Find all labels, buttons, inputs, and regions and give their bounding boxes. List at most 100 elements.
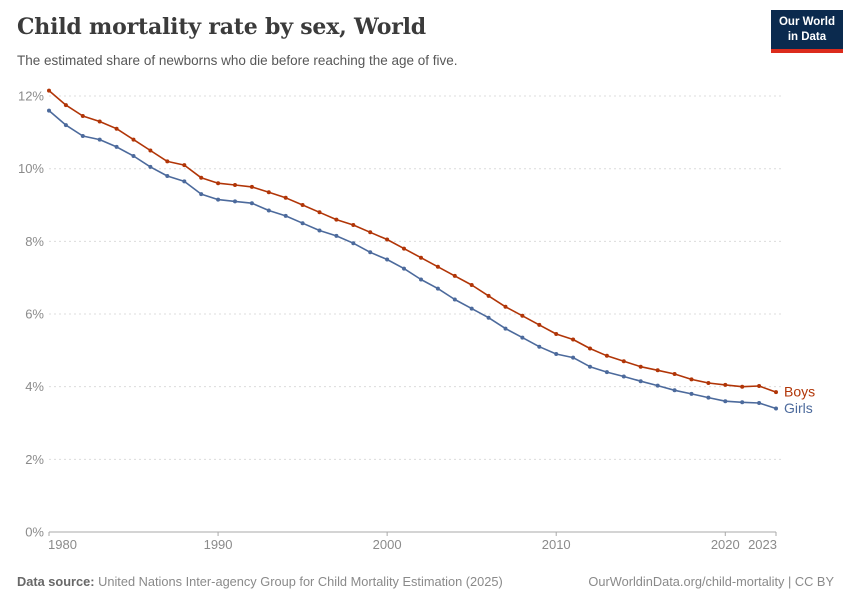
- boys-data-point[interactable]: [774, 390, 778, 395]
- boys-data-point[interactable]: [503, 304, 508, 309]
- boys-data-point[interactable]: [672, 372, 677, 376]
- girls-data-point[interactable]: [723, 399, 728, 404]
- girls-data-point[interactable]: [435, 286, 440, 291]
- boys-data-point[interactable]: [249, 184, 254, 189]
- boys-data-point[interactable]: [469, 283, 474, 287]
- boys-data-point[interactable]: [604, 353, 609, 358]
- boys-data-point[interactable]: [655, 368, 660, 373]
- boys-data-point[interactable]: [554, 332, 559, 336]
- x-axis-tick-label: 2010: [542, 537, 571, 552]
- boys-data-point[interactable]: [283, 195, 288, 200]
- girls-data-point[interactable]: [216, 197, 221, 202]
- y-axis-tick-label: 10%: [18, 161, 44, 176]
- girls-line[interactable]: [48, 109, 777, 410]
- boys-data-point[interactable]: [165, 159, 170, 164]
- boys-data-point[interactable]: [452, 273, 457, 278]
- boys-series-label[interactable]: Boys: [784, 384, 815, 400]
- boys-data-point[interactable]: [621, 359, 626, 364]
- boys-data-point[interactable]: [402, 246, 406, 251]
- girls-data-point[interactable]: [621, 374, 626, 379]
- boys-data-point[interactable]: [638, 364, 643, 369]
- girls-data-point[interactable]: [283, 213, 288, 218]
- girls-data-point[interactable]: [97, 137, 102, 142]
- girls-data-point[interactable]: [588, 364, 592, 369]
- boys-data-point[interactable]: [571, 337, 576, 342]
- girls-data-point[interactable]: [114, 144, 119, 149]
- boys-data-point[interactable]: [385, 237, 390, 242]
- girls-data-point[interactable]: [638, 379, 643, 384]
- boys-data-point[interactable]: [520, 313, 525, 318]
- x-axis-tick-label: 2020: [711, 537, 740, 552]
- girls-data-point[interactable]: [317, 228, 322, 233]
- girls-data-point[interactable]: [368, 250, 373, 255]
- girls-data-point[interactable]: [63, 123, 68, 128]
- girls-data-point[interactable]: [469, 306, 474, 311]
- boys-line[interactable]: [48, 89, 777, 393]
- girls-data-point[interactable]: [300, 221, 305, 226]
- boys-data-point[interactable]: [63, 103, 68, 108]
- boys-data-point[interactable]: [300, 203, 305, 207]
- license-link[interactable]: OurWorldinData.org/child-mortality | CC …: [588, 574, 834, 589]
- boys-data-point[interactable]: [486, 293, 491, 298]
- girls-data-point[interactable]: [706, 395, 711, 400]
- girls-data-point[interactable]: [131, 154, 136, 158]
- boys-data-point[interactable]: [723, 382, 728, 387]
- girls-data-point[interactable]: [520, 335, 525, 340]
- boys-data-point[interactable]: [266, 190, 271, 195]
- girls-data-point[interactable]: [182, 179, 187, 184]
- boys-data-point[interactable]: [537, 322, 542, 327]
- boys-data-point[interactable]: [317, 210, 322, 215]
- line-chart[interactable]: 0% 2% 4% 6% 8% 10% 12% 1980 1990 2000 2010 2020 2023…: [0, 80, 850, 572]
- boys-data-point[interactable]: [757, 384, 762, 388]
- boys-data-point[interactable]: [80, 114, 85, 118]
- owid-logo[interactable]: Our World in Data: [770, 10, 843, 53]
- girls-data-point[interactable]: [47, 108, 51, 113]
- boys-data-point[interactable]: [351, 223, 356, 227]
- x-axis-tick-label: 1990: [204, 537, 233, 552]
- girls-data-point[interactable]: [537, 344, 542, 349]
- girls-data-point[interactable]: [419, 277, 423, 282]
- boys-data-point[interactable]: [368, 230, 373, 235]
- girls-data-point[interactable]: [655, 383, 660, 388]
- girls-data-point[interactable]: [554, 352, 559, 356]
- girls-data-point[interactable]: [672, 388, 677, 393]
- boys-data-point[interactable]: [689, 377, 694, 382]
- girls-data-point[interactable]: [452, 297, 457, 302]
- girls-data-point[interactable]: [740, 400, 745, 405]
- boys-data-point[interactable]: [588, 346, 592, 351]
- boys-data-point[interactable]: [182, 163, 187, 168]
- boys-data-point[interactable]: [199, 175, 204, 180]
- boys-data-point[interactable]: [97, 119, 102, 124]
- girls-data-point[interactable]: [80, 134, 85, 138]
- girls-data-point[interactable]: [385, 257, 390, 262]
- girls-data-point[interactable]: [249, 201, 254, 206]
- girls-data-point[interactable]: [503, 326, 508, 331]
- boys-data-point[interactable]: [131, 137, 136, 142]
- boys-data-point[interactable]: [706, 381, 711, 385]
- boys-data-point[interactable]: [47, 88, 51, 93]
- girls-data-point[interactable]: [199, 192, 204, 197]
- boys-data-point[interactable]: [419, 255, 423, 260]
- girls-data-point[interactable]: [266, 208, 271, 213]
- x-axis-tick-label: 1980: [48, 537, 77, 552]
- girls-data-point[interactable]: [757, 401, 762, 405]
- boys-data-point[interactable]: [114, 126, 119, 131]
- girls-data-point[interactable]: [486, 315, 491, 320]
- girls-data-point[interactable]: [334, 233, 339, 238]
- girls-data-point[interactable]: [774, 406, 778, 411]
- boys-data-point[interactable]: [216, 181, 221, 186]
- girls-data-point[interactable]: [571, 355, 576, 360]
- girls-data-point[interactable]: [148, 164, 153, 169]
- girls-data-point[interactable]: [351, 241, 356, 246]
- girls-data-point[interactable]: [402, 266, 406, 271]
- boys-data-point[interactable]: [435, 264, 440, 269]
- boys-data-point[interactable]: [740, 384, 745, 389]
- girls-series-label[interactable]: Girls: [784, 400, 813, 416]
- boys-data-point[interactable]: [148, 148, 153, 153]
- girls-data-point[interactable]: [689, 391, 694, 396]
- girls-data-point[interactable]: [165, 174, 170, 178]
- girls-data-point[interactable]: [233, 199, 237, 204]
- girls-data-point[interactable]: [604, 370, 609, 375]
- boys-data-point[interactable]: [334, 217, 339, 222]
- boys-data-point[interactable]: [233, 183, 237, 187]
